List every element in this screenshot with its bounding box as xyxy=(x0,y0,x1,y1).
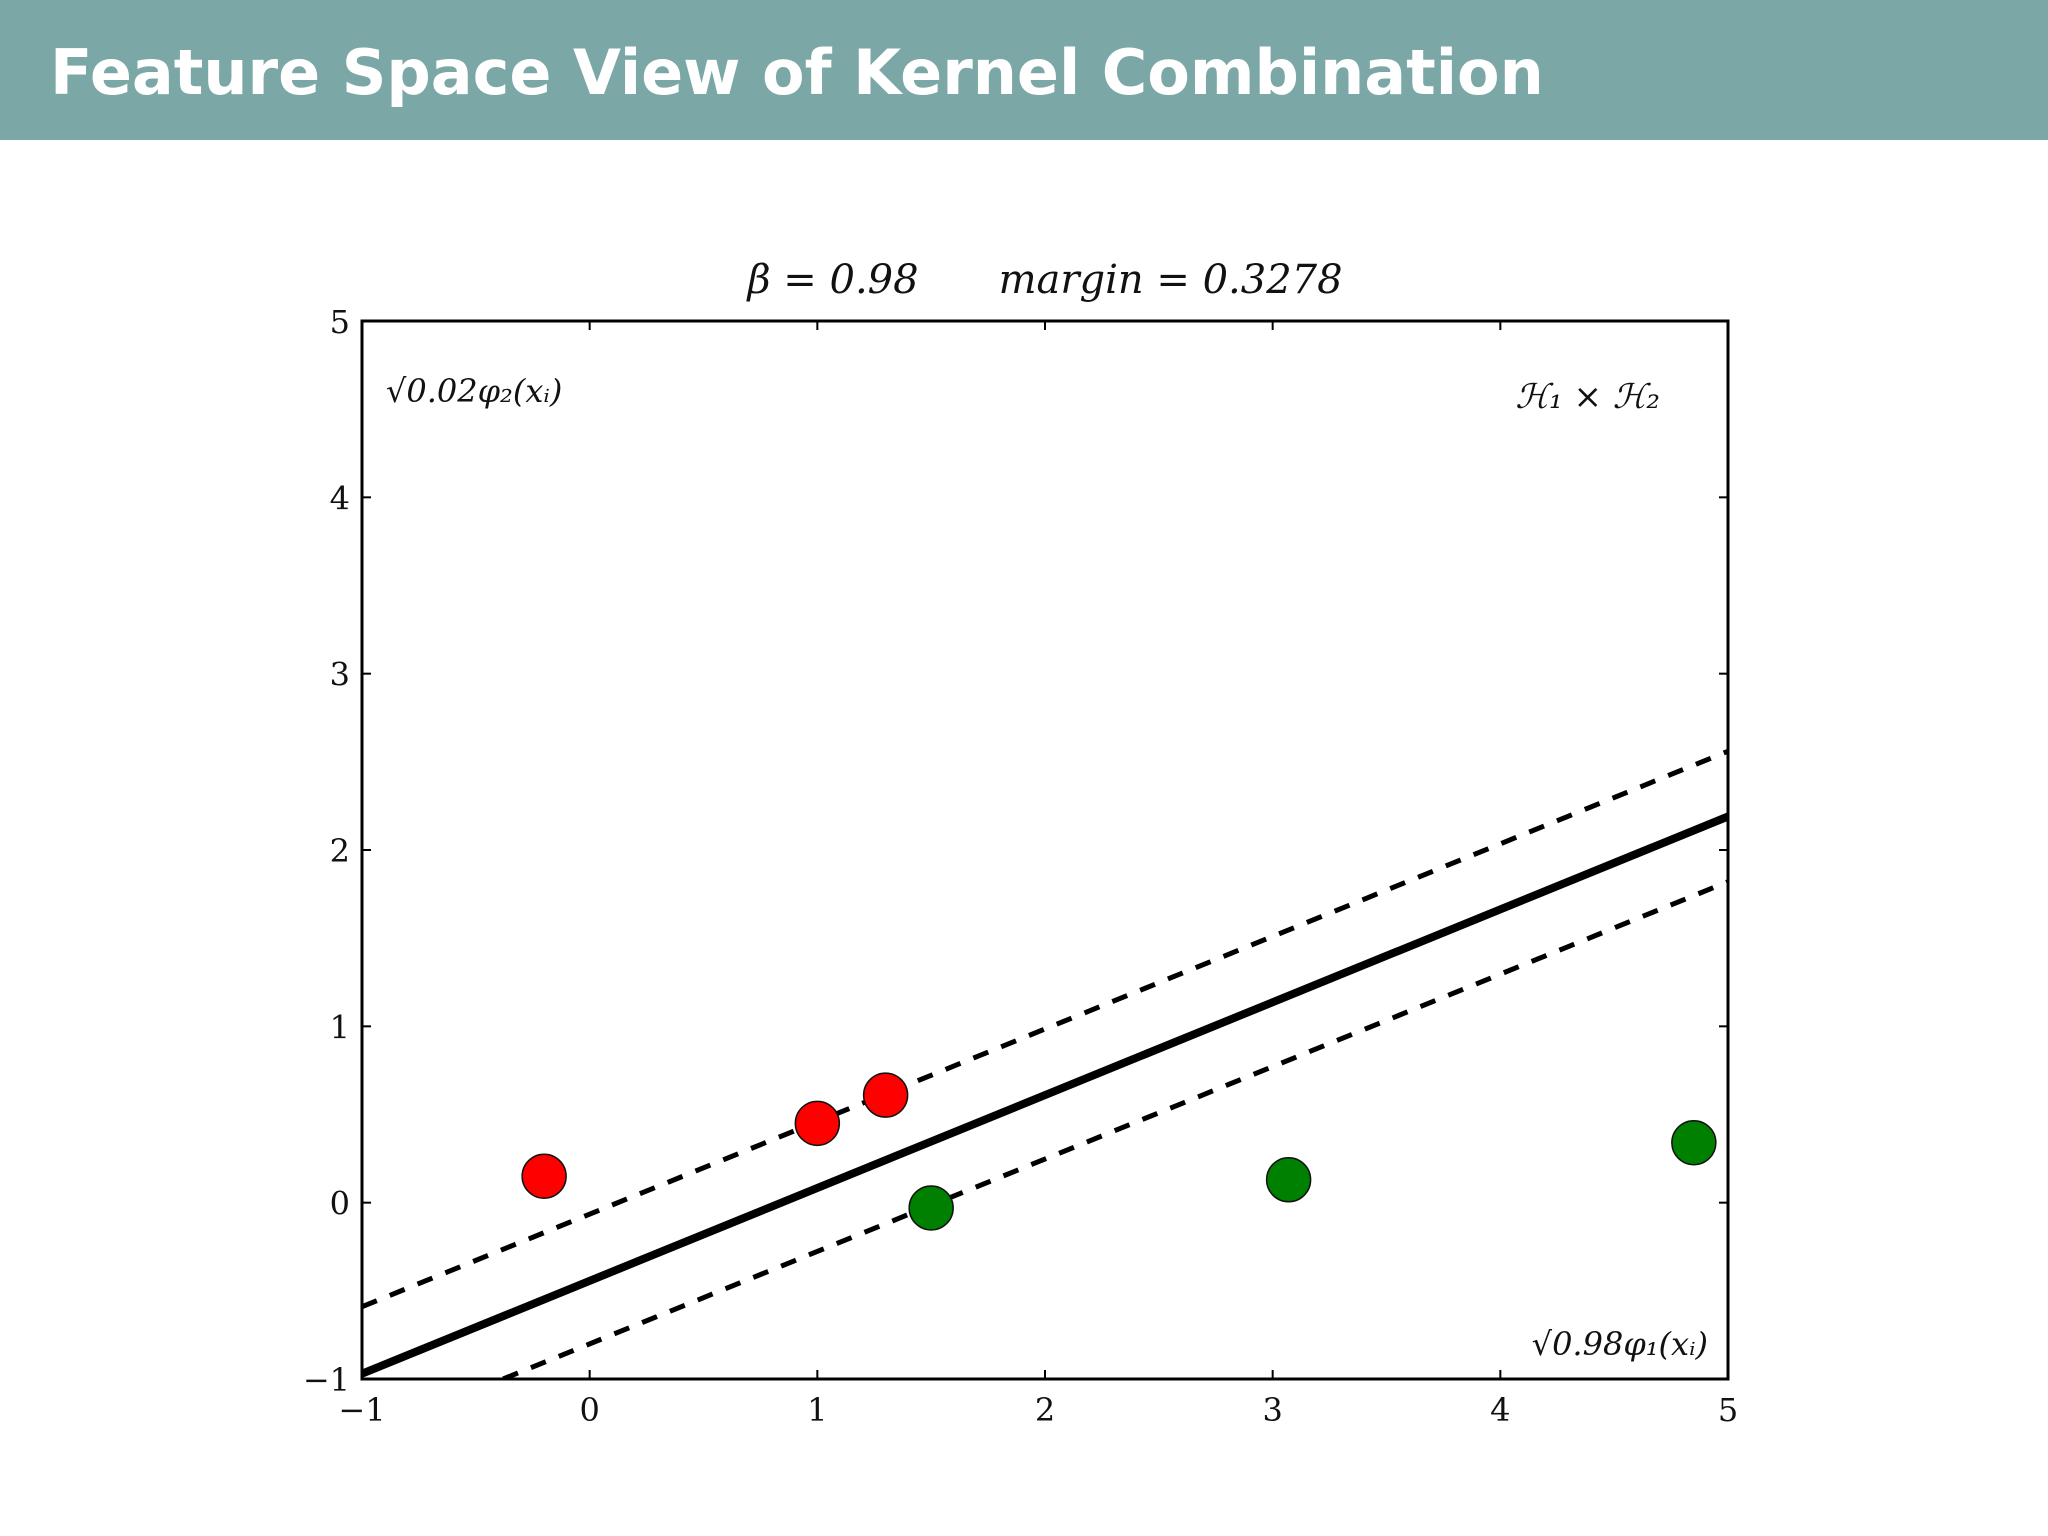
y-tick-label: 2 xyxy=(330,832,350,870)
green-point-1 xyxy=(1265,1156,1312,1203)
title-margin: margin = 0.3278 xyxy=(999,257,1343,303)
y-tick-label: 1 xyxy=(330,1008,350,1046)
title-beta: β = 0.98 xyxy=(745,257,918,303)
title-bar: Feature Space View of Kernel Combination xyxy=(0,0,2048,140)
red-point-2 xyxy=(862,1072,909,1118)
slide-title: Feature Space View of Kernel Combination xyxy=(50,36,1544,109)
x-tick-label: 3 xyxy=(1262,1391,1282,1429)
y-tick-label: −1 xyxy=(303,1361,350,1399)
x-tick-label: 1 xyxy=(807,1391,827,1429)
y-tick-label: 0 xyxy=(330,1185,350,1223)
x-tick-label: 2 xyxy=(1035,1391,1055,1429)
margin-line-2 xyxy=(502,879,1728,1379)
plot-frame xyxy=(360,319,1730,1381)
separating-hyperplane xyxy=(362,812,1728,1378)
green-point-2 xyxy=(1671,1119,1717,1166)
y-tick-label: 3 xyxy=(330,656,350,694)
x-tick-label: 4 xyxy=(1490,1391,1510,1429)
chart-title: β = 0.98 margin = 0.3278 xyxy=(745,257,1342,303)
x-axis-label: √0.98φ₁(xᵢ) xyxy=(1532,1325,1708,1363)
y-axis-label: √0.02φ₂(xᵢ) xyxy=(386,372,562,410)
green-point-0 xyxy=(908,1185,954,1231)
x-tick-label: 0 xyxy=(579,1391,599,1429)
y-tick-label: 5 xyxy=(330,303,350,341)
x-tick-label: −1 xyxy=(338,1391,385,1429)
y-tick-label: 4 xyxy=(330,479,350,517)
x-tick-label: 5 xyxy=(1718,1391,1738,1429)
space-annotation: ℋ₁ × ℋ₂ xyxy=(1515,377,1660,417)
margin-line-1 xyxy=(362,748,1728,1310)
red-point-0 xyxy=(521,1153,567,1199)
red-point-1 xyxy=(794,1100,841,1147)
